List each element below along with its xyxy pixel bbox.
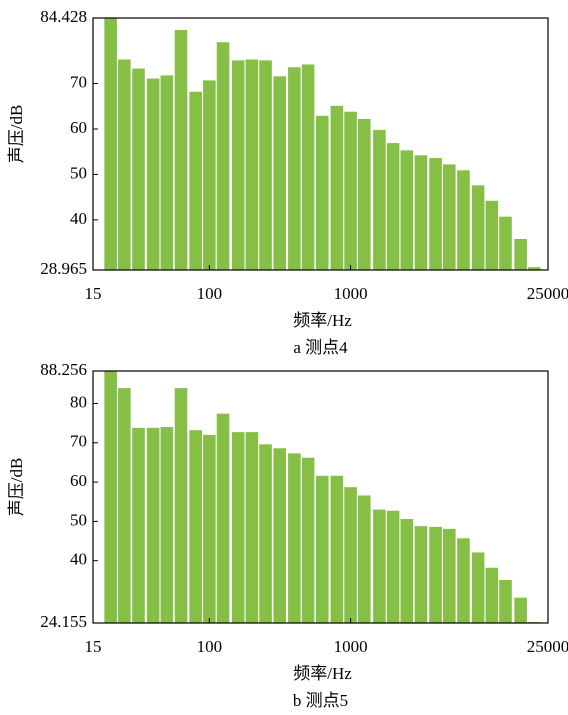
bar	[528, 267, 541, 270]
bar	[259, 60, 272, 270]
bar	[189, 91, 202, 270]
x-tick-label: 25000	[527, 284, 568, 303]
y-tick-label: 40	[70, 550, 87, 569]
bar	[373, 129, 386, 270]
bar	[174, 29, 188, 270]
bar	[118, 388, 131, 623]
bar	[203, 434, 216, 623]
bar	[146, 78, 160, 270]
bar	[344, 111, 357, 270]
bar	[288, 67, 301, 270]
bar	[373, 509, 386, 623]
x-tick-label: 100	[197, 637, 223, 656]
x-tick-label: 100	[197, 284, 223, 303]
x-tick-label: 1000	[334, 284, 368, 303]
y-tick-label: 50	[70, 163, 87, 182]
bar	[485, 200, 499, 270]
bar	[273, 448, 287, 623]
bar	[118, 59, 131, 271]
bar	[245, 432, 259, 623]
bar	[104, 18, 117, 270]
bar	[485, 567, 499, 623]
bar	[301, 64, 315, 271]
bar	[471, 185, 485, 270]
bar	[357, 495, 371, 623]
caption: a 测点4	[293, 338, 348, 357]
bar	[357, 118, 371, 270]
bar	[174, 388, 188, 623]
y-tick-label: 60	[70, 118, 87, 137]
bar	[457, 170, 470, 270]
x-tick-label: 25000	[527, 637, 568, 656]
bar	[160, 75, 174, 271]
y-axis-label: 声压/dB	[7, 458, 26, 517]
bar	[104, 371, 117, 623]
bar	[216, 42, 230, 271]
x-tick-label: 15	[85, 637, 102, 656]
bar	[514, 597, 527, 623]
bar	[203, 80, 216, 271]
y-tick-label: 60	[70, 471, 87, 490]
bar	[132, 427, 145, 623]
bar	[132, 68, 145, 270]
y-tick-label: 50	[70, 510, 87, 529]
bar	[273, 76, 287, 270]
bar	[514, 238, 527, 270]
bar	[160, 427, 174, 623]
y-tick-label: 80	[70, 392, 87, 411]
bar	[315, 115, 329, 270]
x-tick-label: 15	[85, 284, 102, 303]
bar	[231, 60, 245, 270]
y-axis-label: 声压/dB	[7, 105, 26, 164]
bar	[400, 150, 414, 270]
bar	[330, 105, 344, 270]
bar	[414, 155, 428, 270]
plot-frame	[92, 17, 549, 271]
bar	[499, 579, 512, 623]
caption: b 测点5	[293, 691, 348, 710]
bar	[400, 519, 414, 623]
bar	[315, 475, 329, 623]
bar	[216, 413, 230, 623]
y-tick-label: 70	[70, 72, 87, 91]
x-axis-label: 频率/Hz	[293, 311, 352, 330]
bar	[245, 59, 259, 271]
bar	[344, 487, 357, 623]
bar	[429, 158, 442, 270]
bar	[386, 143, 400, 270]
x-tick-label: 1000	[334, 637, 368, 656]
y-tick-label: 28.965	[40, 259, 87, 278]
bar	[189, 430, 202, 623]
bar	[330, 475, 344, 623]
bar	[146, 427, 160, 623]
bar	[429, 526, 442, 623]
bar	[386, 510, 400, 623]
bar	[443, 528, 456, 623]
y-tick-label: 88.256	[40, 360, 87, 379]
bar	[231, 432, 245, 623]
y-tick-label: 24.155	[40, 612, 87, 631]
y-tick-label: 70	[70, 432, 87, 451]
bar	[443, 164, 456, 270]
bar	[471, 552, 485, 623]
bar	[457, 538, 470, 623]
bar	[288, 453, 301, 623]
y-tick-label: 40	[70, 209, 87, 228]
bar	[301, 457, 315, 623]
x-axis-label: 频率/Hz	[293, 664, 352, 683]
y-tick-label: 84.428	[40, 7, 87, 26]
bar	[259, 444, 272, 623]
bar	[499, 216, 512, 270]
bar	[414, 526, 428, 623]
plot-frame	[92, 370, 549, 624]
